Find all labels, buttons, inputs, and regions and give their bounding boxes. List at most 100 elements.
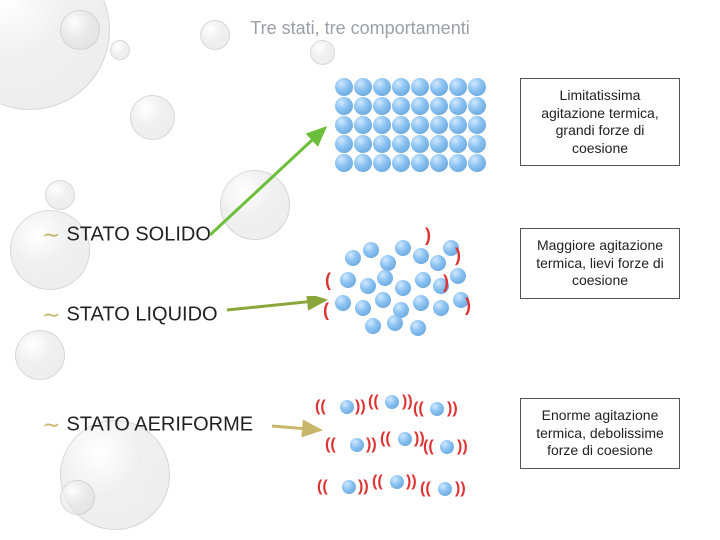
particle bbox=[377, 270, 393, 286]
particle bbox=[430, 78, 448, 96]
particle bbox=[413, 295, 429, 311]
particle bbox=[345, 250, 361, 266]
particle bbox=[430, 255, 446, 271]
particle bbox=[354, 116, 372, 134]
label-text: STATO LIQUIDO bbox=[66, 303, 217, 325]
state-label-solid: ∼ STATO SOLIDO bbox=[42, 222, 211, 248]
desc-box-solid: Limitatissima agitazione termica, grandi… bbox=[520, 78, 680, 166]
arrow-to-solid bbox=[200, 120, 340, 250]
particle bbox=[355, 300, 371, 316]
particle bbox=[438, 482, 452, 496]
particle bbox=[449, 78, 467, 96]
liquid-particle-cluster: )()()) bbox=[325, 200, 485, 340]
bubble bbox=[60, 480, 95, 515]
particle bbox=[430, 97, 448, 115]
desc-box-gas: Enorme agitazione termica, debolissime f… bbox=[520, 398, 680, 469]
particle bbox=[340, 400, 354, 414]
particle bbox=[411, 154, 429, 172]
vibration-mark: (( bbox=[317, 478, 328, 496]
vibration-mark: (( bbox=[315, 398, 326, 416]
particle bbox=[335, 78, 353, 96]
particle bbox=[449, 97, 467, 115]
particle bbox=[354, 135, 372, 153]
particle bbox=[468, 97, 486, 115]
particle bbox=[373, 135, 391, 153]
state-label-gas: ∼ STATO AERIFORME bbox=[42, 412, 253, 438]
particle bbox=[365, 318, 381, 334]
vibration-mark: (( bbox=[368, 393, 379, 411]
vibration-mark: (( bbox=[423, 438, 434, 456]
page-title: Tre stati, tre comportamenti bbox=[0, 18, 720, 39]
vibration-mark: )) bbox=[457, 438, 468, 456]
solid-particle-grid bbox=[335, 78, 486, 172]
vibration-mark: ) bbox=[455, 245, 461, 266]
vibration-mark: )) bbox=[455, 480, 466, 498]
state-label-liquid: ∼STATO LIQUIDO bbox=[42, 302, 218, 328]
particle bbox=[430, 402, 444, 416]
particle bbox=[415, 272, 431, 288]
particle bbox=[392, 97, 410, 115]
particle bbox=[335, 97, 353, 115]
particle bbox=[392, 154, 410, 172]
vibration-mark: (( bbox=[372, 473, 383, 491]
particle bbox=[411, 135, 429, 153]
particle bbox=[430, 135, 448, 153]
vibration-mark: ) bbox=[443, 272, 449, 293]
particle bbox=[450, 268, 466, 284]
particle bbox=[340, 272, 356, 288]
particle bbox=[433, 300, 449, 316]
bubble bbox=[45, 180, 75, 210]
particle bbox=[468, 154, 486, 172]
particle bbox=[449, 116, 467, 134]
particle bbox=[392, 116, 410, 134]
particle bbox=[390, 475, 404, 489]
vibration-mark: ( bbox=[325, 270, 331, 291]
particle bbox=[380, 255, 396, 271]
particle bbox=[440, 440, 454, 454]
particle bbox=[354, 154, 372, 172]
particle bbox=[430, 116, 448, 134]
particle bbox=[354, 97, 372, 115]
particle bbox=[430, 154, 448, 172]
particle bbox=[350, 438, 364, 452]
vibration-mark: (( bbox=[325, 436, 336, 454]
particle bbox=[468, 135, 486, 153]
bullet-icon: ∼ bbox=[42, 412, 60, 438]
bubble bbox=[130, 95, 175, 140]
bubble bbox=[15, 330, 65, 380]
particle bbox=[395, 280, 411, 296]
particle bbox=[411, 116, 429, 134]
arrow-to-gas bbox=[270, 418, 330, 438]
particle bbox=[449, 135, 467, 153]
desc-box-liquid: Maggiore agitazione termica, lievi forze… bbox=[520, 228, 680, 299]
vibration-mark: )) bbox=[402, 393, 413, 411]
particle bbox=[373, 154, 391, 172]
bubble bbox=[310, 40, 335, 65]
particle bbox=[335, 295, 351, 311]
particle bbox=[411, 97, 429, 115]
arrow-to-liquid bbox=[225, 296, 335, 320]
vibration-mark: )) bbox=[366, 436, 377, 454]
bubble bbox=[110, 40, 130, 60]
vibration-mark: )) bbox=[355, 398, 366, 416]
particle bbox=[375, 292, 391, 308]
label-text: STATO SOLIDO bbox=[66, 223, 210, 245]
particle bbox=[413, 248, 429, 264]
label-text: STATO AERIFORME bbox=[66, 413, 253, 435]
particle bbox=[360, 278, 376, 294]
particle bbox=[392, 78, 410, 96]
particle bbox=[342, 480, 356, 494]
particle bbox=[354, 78, 372, 96]
vibration-mark: )) bbox=[358, 478, 369, 496]
particle bbox=[410, 320, 426, 336]
particle bbox=[363, 242, 379, 258]
particle bbox=[373, 116, 391, 134]
vibration-mark: (( bbox=[380, 430, 391, 448]
vibration-mark: )) bbox=[406, 473, 417, 491]
particle bbox=[468, 116, 486, 134]
particle bbox=[373, 97, 391, 115]
particle bbox=[468, 78, 486, 96]
bullet-icon: ∼ bbox=[42, 222, 60, 248]
vibration-mark: ) bbox=[425, 225, 431, 246]
gas-particle-cluster: (())(())(())(())(())(())(())(())(()) bbox=[320, 380, 490, 510]
